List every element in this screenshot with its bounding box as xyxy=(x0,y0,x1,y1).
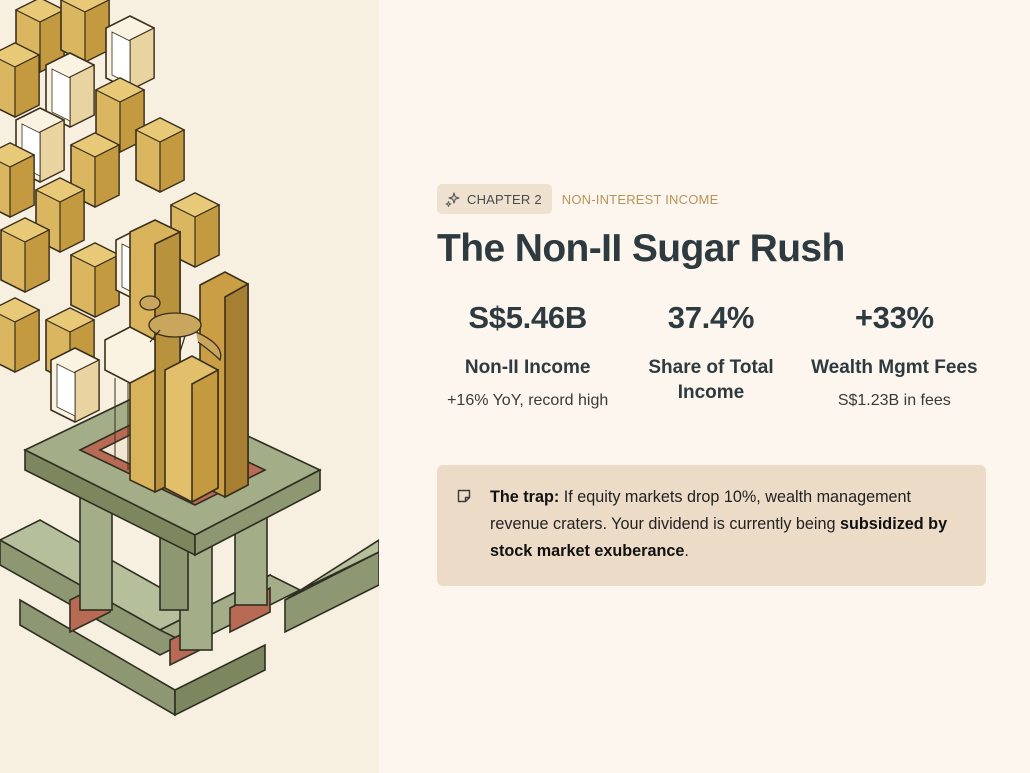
stat-value: 37.4% xyxy=(667,300,755,335)
callout-body: If equity markets drop 10%, wealth manag… xyxy=(490,488,912,533)
chapter-badge: CHAPTER 2 xyxy=(437,184,552,214)
stat-value: +33% xyxy=(854,300,934,335)
stat-label: Non-II Income xyxy=(464,357,591,378)
callout-lead: The trap: xyxy=(490,488,560,506)
stat-share-of-total-income: 37.4% Share of Total Income xyxy=(618,300,803,414)
isometric-towers-graphic xyxy=(0,0,379,717)
stat-label: Share of Total Income xyxy=(648,357,774,403)
stats-row: S$5.46B Non-II Income +16% YoY, record h… xyxy=(437,300,987,414)
page-title: The Non-II Sugar Rush xyxy=(437,227,845,270)
lizard-icon xyxy=(139,295,222,362)
stat-wealth-mgmt-fees: +33% Wealth Mgmt Fees S$1.23B in fees xyxy=(802,300,987,414)
sparkles-icon xyxy=(445,192,460,207)
chapter-content: CHAPTER 2 NON-INTEREST INCOME The Non-II… xyxy=(437,184,987,586)
note-icon xyxy=(457,489,471,503)
stat-value: S$5.46B xyxy=(468,300,587,335)
stat-non-ii-income: S$5.46B Non-II Income +16% YoY, record h… xyxy=(435,300,620,414)
callout-emphasis: subsidized by stock market exuberance xyxy=(490,515,948,560)
callout-end: . xyxy=(684,542,689,560)
chapter-label: CHAPTER 2 xyxy=(467,191,542,207)
stat-subtext: +16% YoY, record high xyxy=(447,392,609,409)
trap-callout: The trap: If equity markets drop 10%, we… xyxy=(437,465,986,586)
chapter-eyebrow: CHAPTER 2 NON-INTEREST INCOME xyxy=(437,184,987,214)
hero-illustration xyxy=(0,0,379,773)
section-label: NON-INTEREST INCOME xyxy=(561,191,719,207)
stat-subtext: S$1.23B in fees xyxy=(837,392,951,409)
callout-text: The trap: If equity markets drop 10%, we… xyxy=(490,484,968,565)
stat-label: Wealth Mgmt Fees xyxy=(811,357,978,378)
